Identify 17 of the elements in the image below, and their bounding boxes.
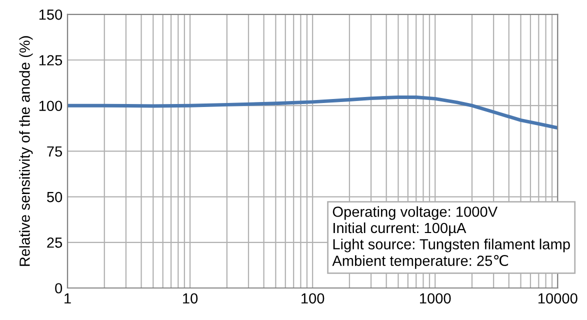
x-tick-label: 1: [64, 293, 71, 304]
annotation: Ambient temperature: 25℃: [332, 255, 508, 269]
x-tick-label: 1000: [420, 293, 451, 304]
y-tick-label: 100: [39, 100, 62, 112]
annotation: Light source: Tungsten filament lamp: [333, 238, 570, 252]
annotation: Initial current: 100µA: [334, 222, 466, 236]
x-tick-label: 10000: [538, 293, 578, 304]
x-tick-label: 100: [302, 293, 324, 304]
y-axis-title: Relative sensitivity of the anode (%): [19, 36, 33, 266]
y-tick-label: 0: [55, 283, 62, 294]
annotation: Operating voltage: 1000V: [332, 206, 498, 220]
y-tick-label: 25: [47, 238, 62, 248]
y-tick-label: 150: [39, 10, 62, 20]
y-tick-label: 125: [39, 55, 62, 66]
y-tick-label: 50: [47, 192, 62, 202]
y-tick-label: 75: [47, 146, 62, 157]
x-tick-label: 10: [183, 293, 198, 304]
